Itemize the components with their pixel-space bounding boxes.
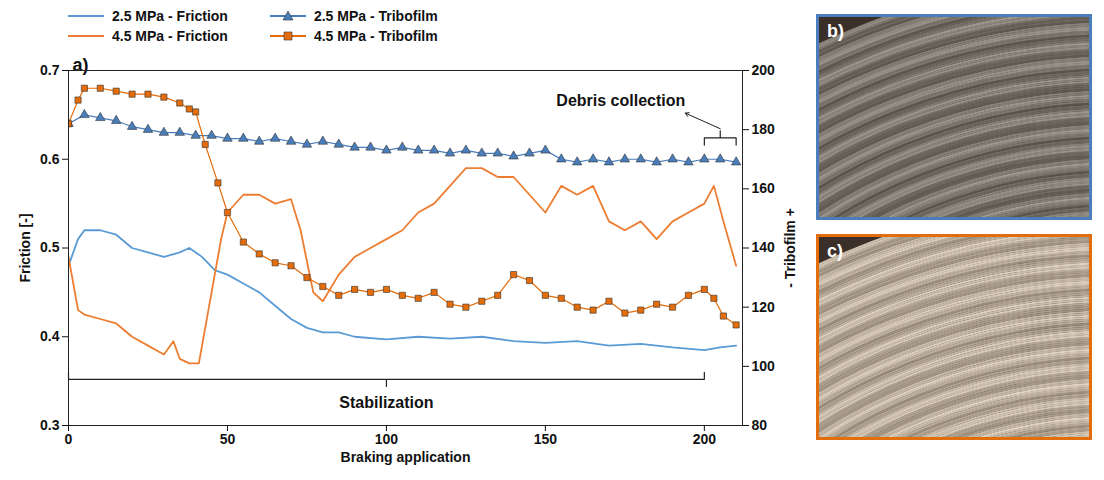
svg-text:0.5: 0.5: [40, 239, 60, 255]
svg-text:- Tribofilm +: - Tribofilm +: [782, 208, 798, 288]
svg-text:80: 80: [752, 417, 768, 433]
svg-text:120: 120: [752, 299, 776, 315]
html-text:2.5 MPa - Tribofilm: 2.5 MPa - Tribofilm: [313, 8, 438, 24]
html-text:4.5 MPa - Friction: 4.5 MPa - Friction: [112, 28, 228, 44]
svg-text:100: 100: [752, 358, 776, 374]
svg-text:100: 100: [375, 431, 399, 447]
svg-text:0.6: 0.6: [40, 151, 60, 167]
svg-text:160: 160: [752, 180, 776, 196]
svg-text:150: 150: [534, 431, 558, 447]
svg-text:0.4: 0.4: [40, 328, 60, 344]
svg-text:Friction [-]: Friction [-]: [17, 213, 33, 282]
html-text:4.5 MPa - Tribofilm: 4.5 MPa - Tribofilm: [313, 28, 438, 44]
svg-text:200: 200: [752, 62, 776, 78]
svg-text:0.7: 0.7: [40, 62, 60, 78]
html-text:2.5 MPa - Friction: 2.5 MPa - Friction: [112, 8, 228, 24]
svg-text:0: 0: [65, 431, 73, 447]
svg-text:Braking application: Braking application: [341, 449, 471, 465]
svg-text:180: 180: [752, 121, 776, 137]
html-text:b): b): [827, 21, 844, 41]
svg-text:Debris collection: Debris collection: [556, 92, 685, 109]
html-text:c): c): [827, 241, 843, 261]
svg-text:a): a): [73, 55, 89, 75]
svg-text:200: 200: [693, 431, 717, 447]
svg-text:0.3: 0.3: [40, 417, 60, 433]
svg-text:50: 50: [220, 431, 236, 447]
svg-text:Stabilization: Stabilization: [339, 394, 433, 411]
svg-text:140: 140: [752, 239, 776, 255]
